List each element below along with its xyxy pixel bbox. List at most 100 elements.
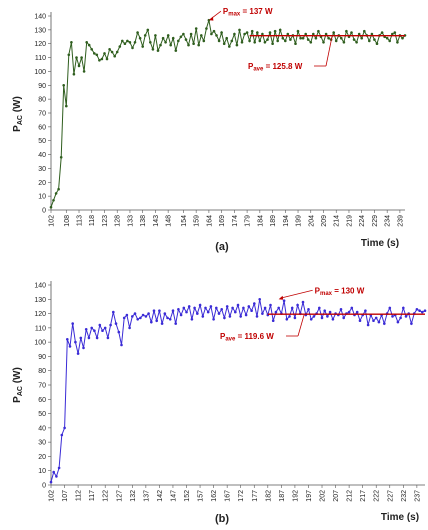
data-point — [103, 326, 107, 330]
data-point — [421, 310, 424, 314]
data-point — [373, 38, 376, 41]
data-point — [247, 305, 251, 308]
data-point — [296, 303, 299, 307]
data-point — [374, 316, 378, 320]
data-point — [277, 306, 281, 310]
data-point — [110, 50, 114, 54]
x-tick-label: 132 — [130, 490, 137, 502]
data-point — [179, 35, 183, 39]
data-point — [72, 72, 76, 76]
data-point — [285, 318, 289, 321]
data-point — [189, 32, 193, 36]
data-point — [187, 43, 190, 47]
y-tick-label: 0 — [42, 483, 46, 490]
data-point — [347, 310, 351, 314]
x-tick-label: 113 — [77, 215, 84, 226]
data-point — [236, 303, 240, 307]
data-point — [234, 310, 237, 314]
y-tick-label: 120 — [34, 311, 46, 318]
data-point — [103, 52, 106, 55]
data-point — [322, 41, 325, 44]
x-tick-label: 232 — [401, 490, 408, 502]
data-point — [245, 31, 249, 34]
x-tick-label: 222 — [374, 490, 381, 502]
y-tick-label: 40 — [38, 152, 46, 159]
pmax-annotation: Pmax = 137 W — [223, 7, 273, 18]
data-point — [70, 41, 73, 44]
data-point — [309, 41, 313, 44]
data-point — [228, 45, 231, 48]
data-point — [205, 27, 208, 30]
data-point — [174, 322, 177, 325]
data-point — [184, 38, 188, 41]
data-point — [225, 36, 228, 40]
data-point — [342, 41, 346, 44]
data-point — [154, 34, 157, 37]
data-point — [306, 38, 310, 41]
data-point — [171, 36, 175, 40]
data-point — [393, 31, 397, 34]
data-point — [366, 323, 370, 327]
data-point — [235, 43, 239, 47]
data-point — [248, 39, 251, 43]
y-tick-label: 10 — [38, 194, 46, 201]
data-point — [326, 315, 329, 318]
data-point — [144, 315, 148, 318]
x-tick-label: 212 — [347, 490, 354, 502]
data-point — [320, 316, 324, 320]
data-point — [415, 308, 419, 311]
data-point — [163, 312, 167, 315]
y-tick-label: 80 — [38, 368, 46, 375]
data-point — [276, 39, 280, 43]
data-point — [418, 309, 421, 313]
y-tick-label: 0 — [42, 208, 46, 215]
data-point — [355, 310, 359, 314]
data-point — [340, 36, 343, 40]
data-point — [233, 32, 236, 36]
x-tick-label: 189 — [270, 215, 277, 227]
data-point — [239, 315, 242, 318]
chart-panel-b: 0 10 20 30 40 50 60 70 80 90 100 110 120 130 140 102 107… — [12, 281, 427, 525]
data-point — [210, 32, 213, 36]
data-point — [55, 475, 58, 478]
data-point — [334, 39, 338, 43]
data-point — [230, 39, 234, 43]
data-point — [271, 42, 274, 45]
x-tick-label: 237 — [414, 490, 421, 502]
data-point — [98, 323, 102, 327]
data-point — [194, 27, 198, 30]
data-point — [82, 346, 85, 350]
x-tick-label: 219 — [346, 215, 353, 227]
data-point — [136, 31, 139, 34]
data-point — [166, 34, 170, 37]
data-point — [49, 205, 53, 209]
x-tick-label: 204 — [308, 215, 315, 227]
data-point — [193, 306, 196, 310]
y-tick-label: 130 — [34, 27, 46, 34]
x-tick-label: 102 — [49, 215, 56, 227]
data-point — [243, 32, 246, 36]
x-tick-label: 164 — [206, 215, 213, 227]
data-point — [263, 41, 267, 44]
data-point — [117, 330, 121, 334]
data-point — [158, 309, 161, 313]
data-point — [301, 36, 305, 40]
y-tick-label: 140 — [34, 283, 46, 290]
data-point — [122, 316, 126, 320]
x-tick-label: 169 — [219, 215, 226, 227]
data-point — [84, 328, 88, 331]
data-point — [352, 38, 356, 41]
data-point — [63, 426, 66, 430]
data-point — [93, 329, 96, 333]
y-tick-label: 110 — [35, 325, 46, 332]
data-point — [318, 306, 321, 310]
data-point — [204, 306, 207, 310]
y-tick-label: 130 — [34, 297, 46, 304]
x-axis-title: Time (s) — [381, 512, 419, 523]
data-point — [215, 306, 218, 310]
data-point — [404, 315, 408, 318]
data-point — [317, 29, 320, 33]
data-point — [128, 326, 131, 330]
data-point — [304, 32, 308, 36]
x-tick-label: 209 — [321, 215, 328, 227]
